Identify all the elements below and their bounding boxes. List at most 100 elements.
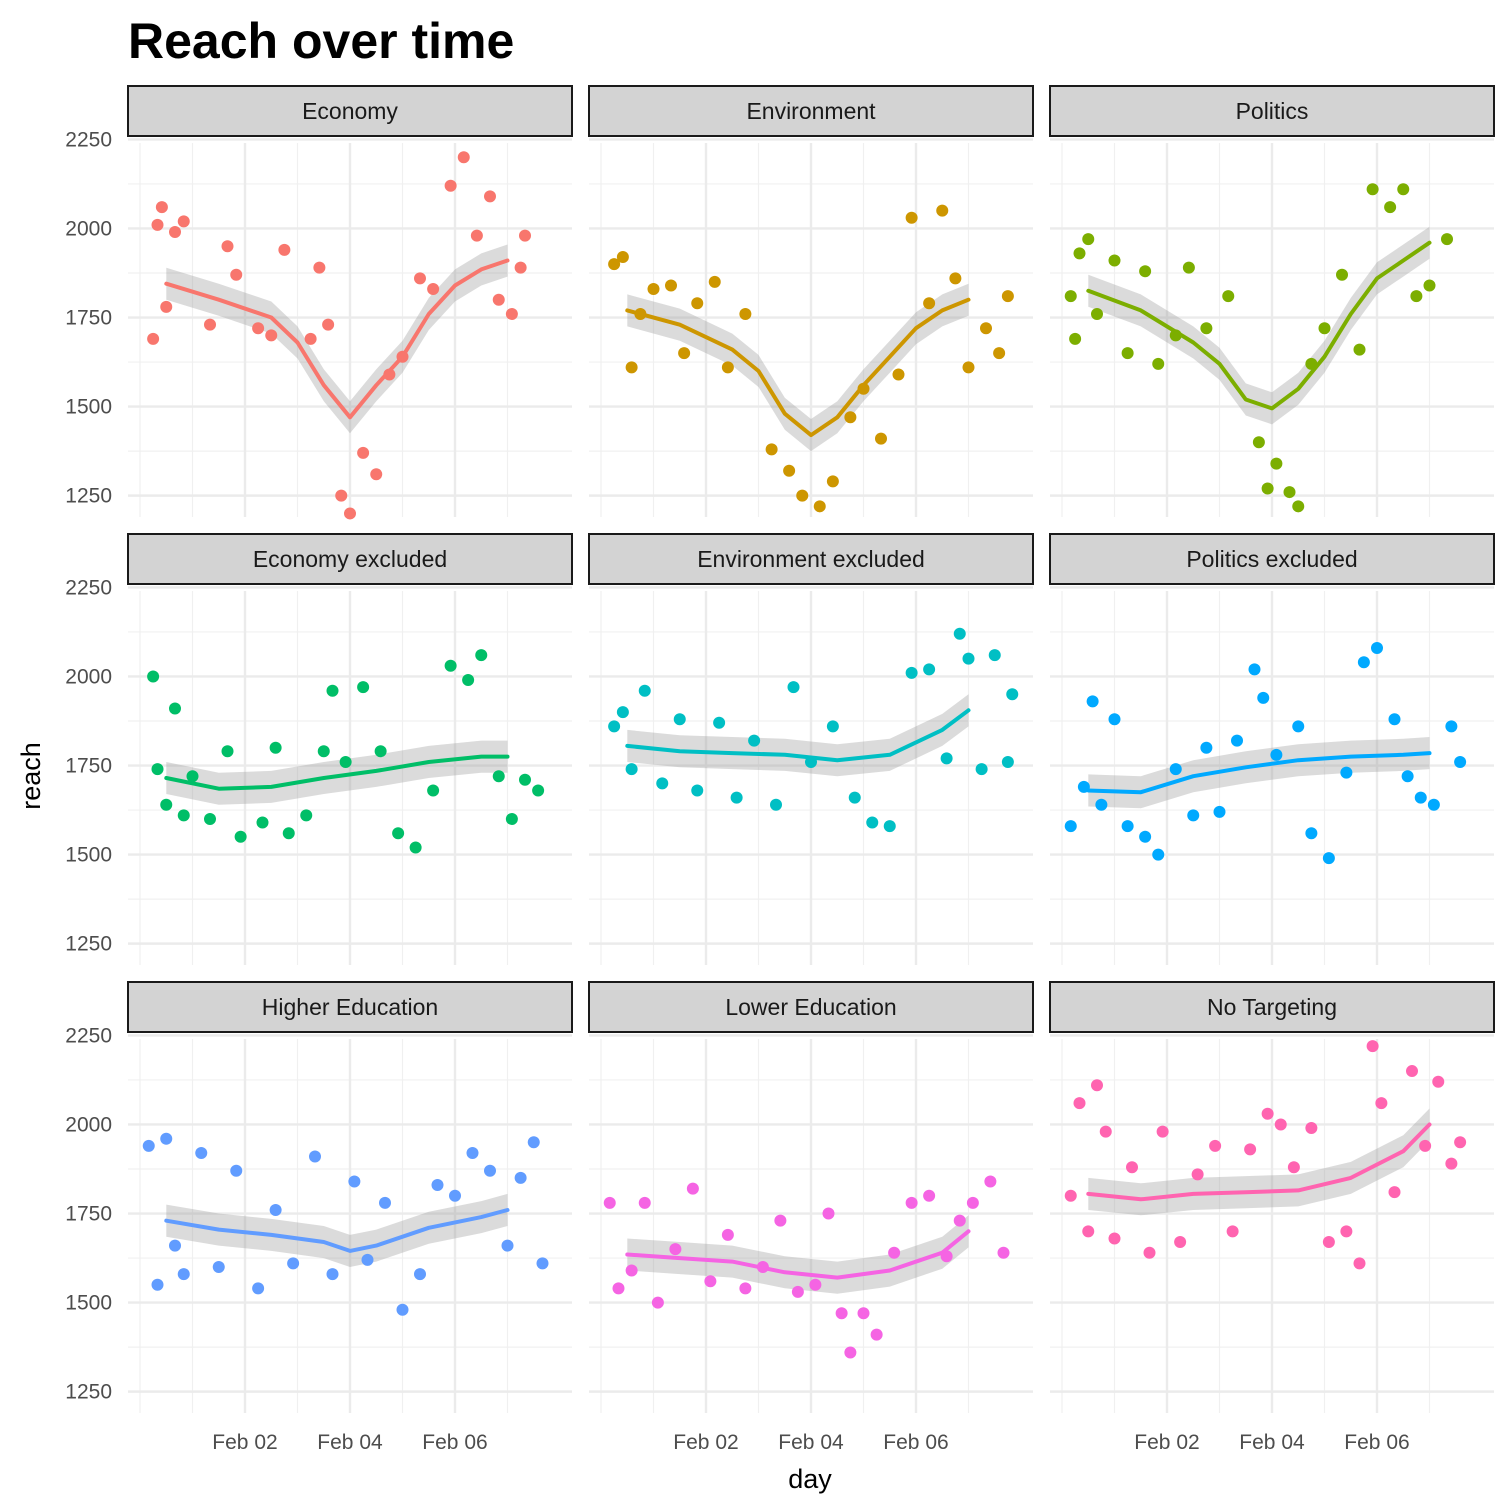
data-point (844, 1346, 857, 1359)
data-point (361, 1253, 374, 1266)
trend-line (164, 1208, 510, 1253)
data-point (177, 809, 190, 822)
data-point (1322, 1236, 1335, 1249)
data-point (625, 1264, 638, 1277)
data-point (1454, 755, 1467, 768)
data-point (1108, 254, 1121, 267)
trend-line (164, 754, 510, 791)
y-tick-label: 2250 (65, 128, 112, 151)
data-point (514, 261, 527, 274)
confidence-band (627, 694, 969, 777)
data-point (519, 229, 532, 242)
data-point (1095, 798, 1108, 811)
data-point (1322, 852, 1335, 865)
data-point (282, 827, 295, 840)
data-point (1244, 1143, 1257, 1156)
y-tick-label: 2250 (65, 1024, 112, 1047)
data-point (1064, 1189, 1077, 1202)
data-point (1139, 265, 1152, 278)
facet-panel: Environment (588, 85, 1034, 517)
facet-panel: Economy 1250 1500 1750 2000 2250 (65, 85, 573, 520)
data-point (1340, 766, 1353, 779)
data-point (409, 841, 422, 854)
data-point (704, 1275, 717, 1288)
data-point (923, 663, 936, 676)
data-point (708, 275, 721, 288)
data-point (475, 649, 488, 662)
data-point (379, 1196, 392, 1209)
data-point (431, 1179, 444, 1192)
confidence-band (166, 740, 508, 805)
data-point (1366, 1040, 1379, 1053)
data-point (923, 297, 936, 310)
data-point (638, 1196, 651, 1209)
data-point (1091, 1079, 1103, 1092)
data-point (1419, 1139, 1432, 1152)
data-point (160, 798, 173, 811)
data-point (1261, 482, 1274, 495)
data-point (374, 745, 387, 758)
data-point (848, 791, 861, 804)
data-point (1213, 805, 1226, 818)
data-point (505, 307, 518, 320)
data-point (204, 812, 217, 825)
data-point (177, 215, 190, 228)
data-point (317, 745, 330, 758)
data-point (1248, 663, 1261, 676)
confidence-band (627, 1215, 969, 1294)
data-point (1006, 688, 1019, 701)
data-point (1226, 1225, 1239, 1238)
data-point (1174, 1236, 1187, 1249)
data-point (739, 1282, 752, 1295)
data-point (1441, 233, 1454, 246)
data-point (155, 201, 168, 214)
data-point (1384, 201, 1397, 214)
data-point (151, 1278, 164, 1291)
data-point (252, 322, 265, 335)
data-point (1401, 770, 1414, 783)
data-point (1340, 1225, 1353, 1238)
data-point (1182, 261, 1195, 274)
trend-line (1086, 751, 1432, 795)
data-point (1366, 183, 1379, 196)
data-point (1152, 357, 1165, 370)
facet-strip-label: Higher Education (262, 994, 438, 1020)
data-point (1209, 1139, 1222, 1152)
data-point (234, 830, 247, 843)
data-point (1305, 1122, 1318, 1135)
data-point (905, 1196, 918, 1209)
data-point (691, 297, 704, 310)
data-point (1222, 290, 1235, 303)
data-point (949, 272, 962, 285)
data-point (748, 734, 761, 747)
data-point (686, 1182, 699, 1195)
data-point (721, 1228, 734, 1241)
facet-strip (1049, 85, 1495, 137)
data-point (739, 307, 752, 320)
x-axis-title: day (788, 1464, 832, 1494)
facet-panel: Higher Education 1250 1500 1750 2000 2250 Feb … (65, 981, 573, 1454)
data-point (348, 1175, 361, 1188)
data-point (1287, 1161, 1300, 1174)
data-point (1108, 713, 1121, 726)
facet-panel: No Targeting Feb 02 Feb 04 Feb 06 (1049, 981, 1495, 1454)
data-point (783, 464, 796, 477)
data-point (883, 820, 896, 833)
y-tick-label: 2250 (65, 576, 112, 599)
data-point (212, 1260, 225, 1273)
data-point (169, 1239, 182, 1252)
data-point (822, 1207, 835, 1220)
data-point (392, 827, 405, 840)
data-point (265, 329, 278, 342)
data-point (1064, 820, 1077, 833)
chart-title: Reach over time (128, 13, 514, 69)
facet-strip (588, 981, 1034, 1033)
data-point (339, 755, 352, 768)
data-point (147, 670, 160, 683)
data-point (514, 1171, 527, 1184)
confidence-band (1088, 226, 1430, 425)
data-point (326, 684, 339, 697)
data-point (1318, 322, 1331, 335)
data-point (984, 1175, 997, 1188)
